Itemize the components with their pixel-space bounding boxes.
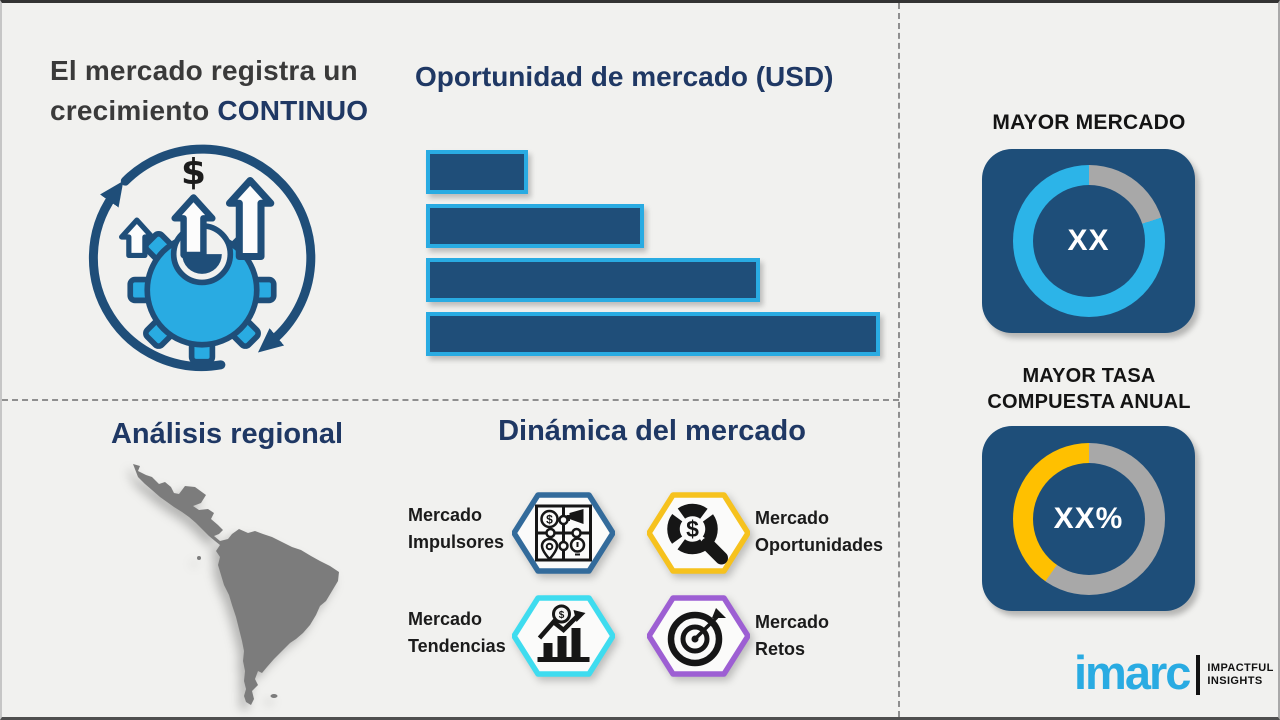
largest-market-donut: XX <box>1012 165 1165 317</box>
magnifier-dollar-icon: $ <box>647 492 750 574</box>
largest-market-donut-hole: XX <box>1032 185 1145 297</box>
largest-market-title: MAYOR MERCADO <box>992 111 1186 134</box>
logo-tagline: IMPACTFUL INSIGHTS <box>1207 661 1274 687</box>
opportunity-bar <box>426 258 760 302</box>
cycle-arrow-right <box>120 144 316 353</box>
opportunity-bar <box>426 150 528 194</box>
horizontal-dashed-separator <box>2 399 899 401</box>
vertical-dashed-separator <box>898 3 900 717</box>
svg-text:$: $ <box>546 513 553 527</box>
cagr-donut: XX% <box>1012 442 1165 595</box>
largest-market-tile: XX <box>982 149 1195 333</box>
up-arrows-icon <box>119 176 275 261</box>
opportunity-chart-title: Oportunidad de mercado (USD) <box>415 61 834 92</box>
trend-bars-icon: $ <box>512 595 615 677</box>
dollar-sign: $ <box>181 152 206 193</box>
imarc-wordmark: imarc <box>1074 646 1191 699</box>
imarc-logo: imarc IMPACTFUL INSIGHTS <box>1074 649 1274 696</box>
puzzle-icon: $ <box>512 492 615 574</box>
svg-text:$: $ <box>686 516 699 542</box>
opportunity-bar-chart <box>426 150 880 366</box>
label-mercado-impulsores: Mercado Impulsores <box>408 505 505 552</box>
cycle-arrow-left <box>88 180 226 371</box>
dynamics-title: Dinámica del mercado <box>498 415 806 447</box>
opportunity-bar <box>426 312 880 356</box>
growth-gear-arrows-icon: $ <box>88 144 316 371</box>
cagr-donut-hole: XX% <box>1032 462 1145 575</box>
headline-line2: crecimiento <box>50 95 218 126</box>
cagr-value: XX% <box>1053 501 1124 535</box>
cagr-title: MAYOR TASA COMPUESTA ANUAL <box>987 365 1191 413</box>
headline-highlight: CONTINUO <box>217 95 369 126</box>
latin-america-map <box>133 464 339 705</box>
cagr-tile: XX% <box>982 426 1195 611</box>
label-mercado-tendencias: Mercado Tendencias <box>408 609 506 656</box>
growth-headline: El mercado registra un crecimiento CONTI… <box>50 51 410 131</box>
headline-line1: El mercado registra un <box>50 55 358 86</box>
svg-text:$: $ <box>559 610 565 621</box>
target-dart-icon <box>647 595 750 677</box>
largest-market-value: XX <box>1067 224 1110 257</box>
opportunity-bar <box>426 204 644 248</box>
regional-title: Análisis regional <box>110 418 344 450</box>
label-mercado-retos: Mercado Retos <box>755 612 830 659</box>
label-mercado-oportunidades: Mercado Oportunidades <box>755 508 884 555</box>
logo-divider <box>1196 654 1201 695</box>
